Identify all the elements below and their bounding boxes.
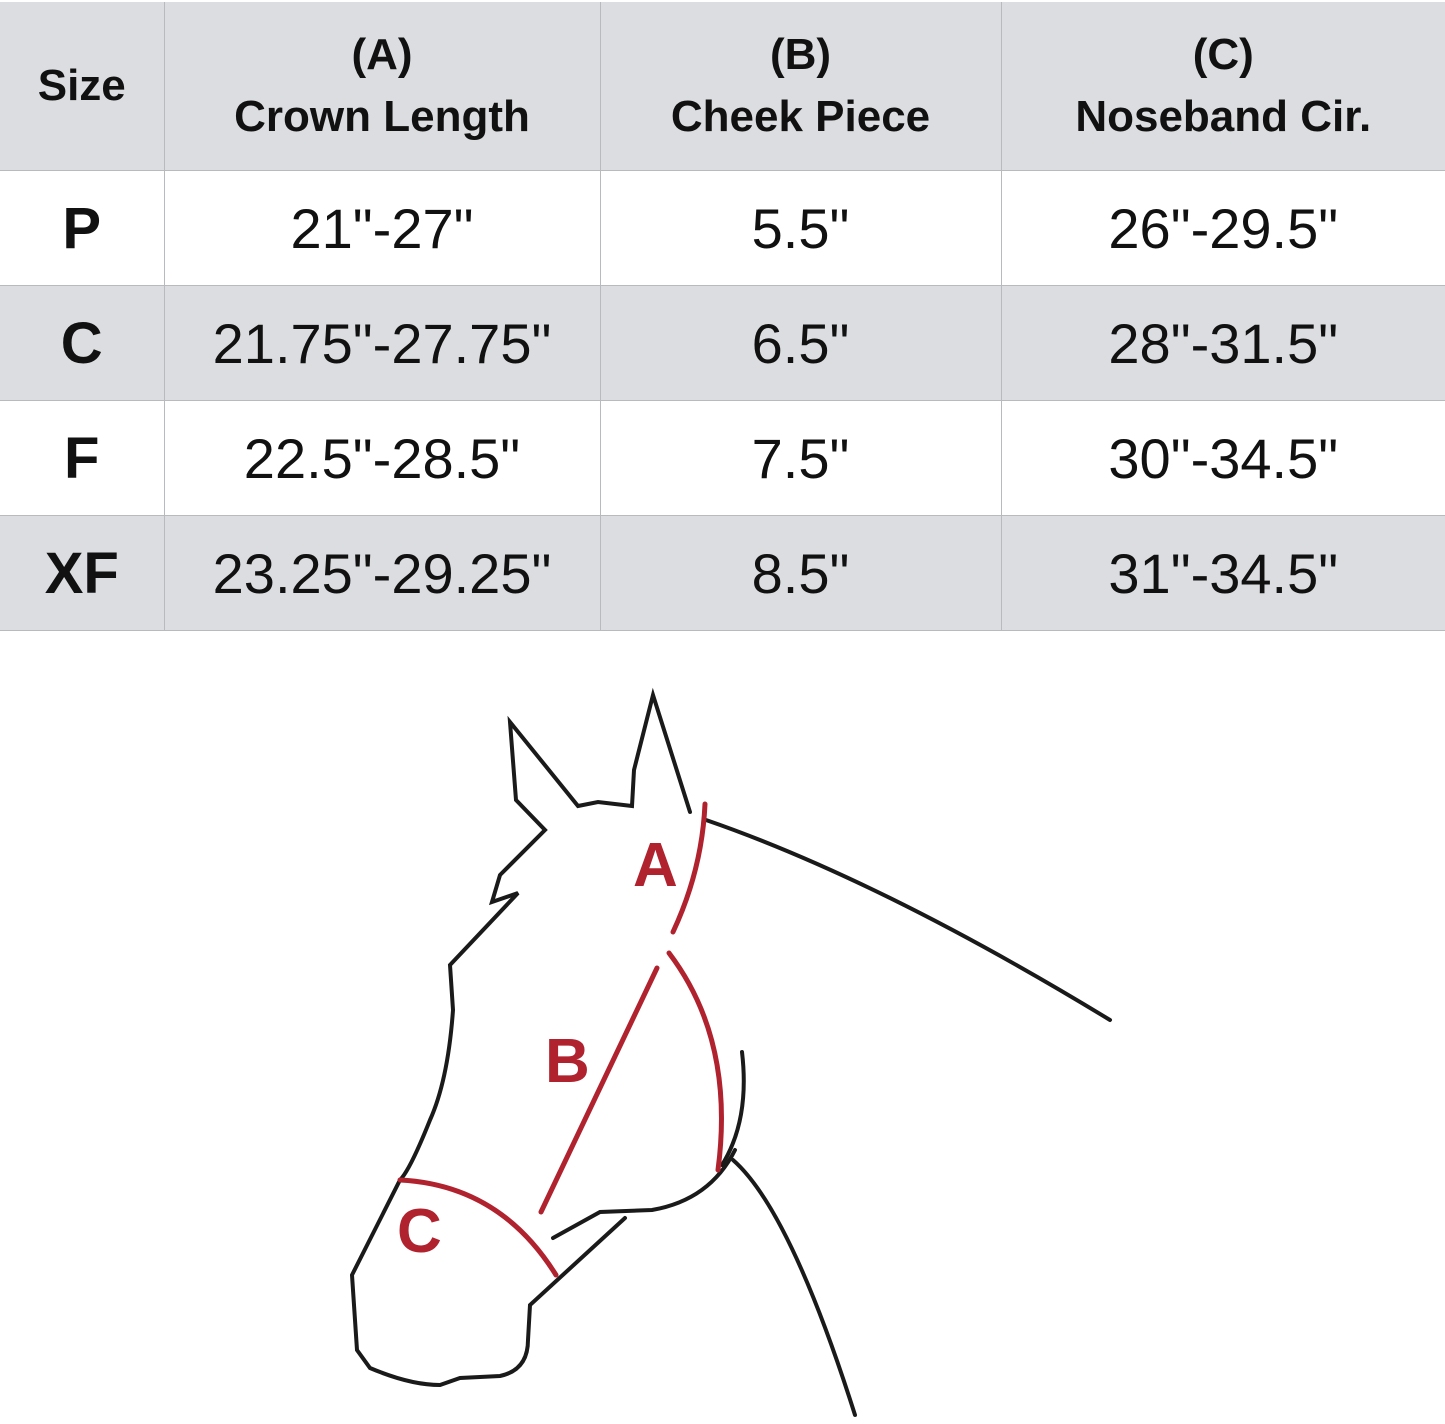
table-row: XF 23.25"-29.25" 8.5" 31"-34.5"	[0, 515, 1445, 631]
measure-line-b	[538, 965, 660, 1215]
header-letter: (B)	[769, 30, 832, 79]
header-label: Crown Length	[234, 92, 530, 141]
header-label: Cheek Piece	[670, 92, 931, 141]
crown-cell: 21"-27"	[163, 170, 601, 286]
table-row: F 22.5"-28.5" 7.5" 30"-34.5"	[0, 400, 1445, 516]
crown-cell: 22.5"-28.5"	[163, 400, 601, 516]
horse-throat-curve	[720, 1050, 746, 1167]
header-size: Size	[0, 2, 165, 171]
header-label: Noseband Cir.	[1075, 92, 1372, 141]
cheek-cell: 6.5"	[599, 285, 1002, 401]
measure-line-a	[670, 801, 708, 935]
header-crown-length: (A) Crown Length	[163, 2, 601, 171]
table-row: P 21"-27" 5.5" 26"-29.5"	[0, 170, 1445, 286]
cheek-cell: 5.5"	[599, 170, 1002, 286]
header-size-label: Size	[37, 61, 126, 110]
size-cell: XF	[0, 515, 165, 631]
measure-line-c	[397, 1177, 559, 1278]
size-chart-table: Size (A) Crown Length (B) Cheek Piece (C) N…	[0, 2, 1445, 631]
size-cell: C	[0, 285, 165, 401]
crown-cell: 21.75"-27.75"	[163, 285, 601, 401]
noseband-cell: 28"-31.5"	[1000, 285, 1445, 401]
cheek-cell: 8.5"	[599, 515, 1002, 631]
header-cheek-piece: (B) Cheek Piece	[599, 2, 1002, 171]
noseband-cell: 30"-34.5"	[1000, 400, 1445, 516]
header-letter: (C)	[1192, 30, 1254, 79]
table-row: C 21.75"-27.75" 6.5" 28"-31.5"	[0, 285, 1445, 401]
horse-neck-top	[704, 818, 1112, 1022]
label-b: B	[545, 1027, 590, 1096]
size-cell: P	[0, 170, 165, 286]
noseband-cell: 26"-29.5"	[1000, 170, 1445, 286]
horse-neck-bottom	[731, 1158, 857, 1417]
label-c: C	[397, 1197, 442, 1266]
header-row: Size (A) Crown Length (B) Cheek Piece (C) N…	[0, 2, 1445, 171]
header-letter: (A)	[351, 30, 413, 79]
horse-head-outline	[349, 687, 692, 1388]
measure-line-strap	[666, 950, 724, 1173]
label-a: A	[633, 831, 678, 900]
crown-cell: 23.25"-29.25"	[163, 515, 601, 631]
noseband-cell: 31"-34.5"	[1000, 515, 1445, 631]
horse-jaw-line	[551, 1148, 737, 1240]
size-cell: F	[0, 400, 165, 516]
